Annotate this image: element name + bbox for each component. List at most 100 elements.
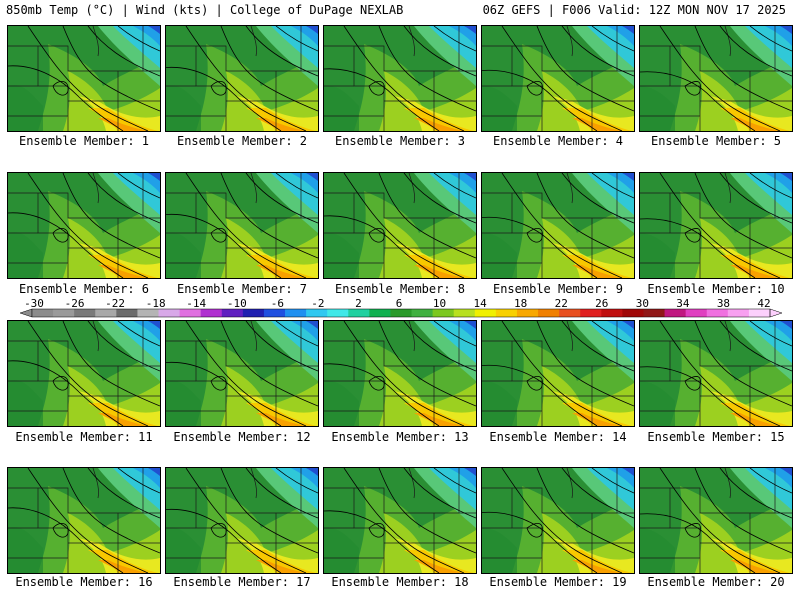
colorbar-tick-label: -26 bbox=[65, 297, 85, 310]
ensemble-member-map bbox=[165, 467, 319, 574]
colorbar-tick-label: -6 bbox=[271, 297, 284, 310]
ensemble-member-label: Ensemble Member: 15 bbox=[647, 430, 785, 444]
ensemble-member-label: Ensemble Member: 6 bbox=[18, 282, 150, 296]
colorbar-swatch bbox=[242, 309, 265, 317]
colorbar-swatch bbox=[643, 309, 666, 317]
ensemble-member-label: Ensemble Member: 2 bbox=[176, 134, 308, 148]
colorbar-swatch bbox=[685, 309, 708, 317]
colorbar-swatch bbox=[95, 309, 117, 317]
ensemble-member-map bbox=[7, 467, 161, 574]
colorbar-swatch bbox=[179, 309, 202, 317]
colorbar-swatch bbox=[158, 309, 181, 317]
ensemble-member-label: Ensemble Member: 17 bbox=[173, 575, 311, 589]
ensemble-member-label: Ensemble Member: 3 bbox=[334, 134, 466, 148]
colorbar-swatch bbox=[221, 309, 244, 317]
colorbar-swatch bbox=[74, 309, 96, 317]
ensemble-member-map bbox=[639, 25, 793, 132]
colorbar-tick-label: 6 bbox=[396, 297, 403, 310]
ensemble-member-label: Ensemble Member: 16 bbox=[15, 575, 153, 589]
ensemble-member-map bbox=[481, 172, 635, 279]
colorbar-swatch bbox=[285, 309, 307, 317]
ensemble-member-map bbox=[323, 25, 477, 132]
colorbar-swatch bbox=[432, 309, 455, 317]
ensemble-member-label: Ensemble Member: 14 bbox=[489, 430, 627, 444]
colorbar-high-arrow bbox=[769, 308, 783, 318]
colorbar-swatch bbox=[327, 309, 349, 317]
map-title: 850mb Temp (°C) | Wind (kts) | College o… bbox=[6, 3, 404, 17]
ensemble-member-map bbox=[7, 25, 161, 132]
ensemble-member-label: Ensemble Member: 18 bbox=[331, 575, 469, 589]
ensemble-member-label: Ensemble Member: 1 bbox=[18, 134, 150, 148]
ensemble-member-map bbox=[639, 320, 793, 427]
ensemble-member-map bbox=[481, 320, 635, 427]
colorbar-swatch bbox=[495, 309, 518, 317]
colorbar-swatch bbox=[263, 309, 286, 317]
colorbar-low-arrow bbox=[19, 308, 33, 318]
colorbar-swatch bbox=[538, 309, 560, 317]
ensemble-member-map bbox=[323, 172, 477, 279]
temperature-colorbar: -30 -26 -22 -18 -14 -10 -6 -2 2 6 10 14 18 22 26 30 34 38… bbox=[19, 297, 783, 318]
colorbar-swatch bbox=[53, 309, 75, 317]
colorbar-tick-label: 38 bbox=[717, 297, 730, 310]
ensemble-member-label: Ensemble Member: 13 bbox=[331, 430, 469, 444]
colorbar-swatch bbox=[748, 309, 771, 317]
ensemble-member-map bbox=[323, 320, 477, 427]
colorbar-tick-label: -30 bbox=[24, 297, 44, 310]
colorbar-swatch bbox=[622, 309, 644, 317]
ensemble-member-label: Ensemble Member: 5 bbox=[650, 134, 782, 148]
colorbar-swatch bbox=[137, 309, 160, 317]
colorbar-swatch bbox=[390, 309, 413, 317]
colorbar-swatch bbox=[369, 309, 391, 317]
colorbar-swatch bbox=[706, 309, 729, 317]
colorbar-tick-label: 26 bbox=[595, 297, 608, 310]
ensemble-member-map bbox=[639, 467, 793, 574]
colorbar-tick-label: 30 bbox=[636, 297, 649, 310]
colorbar-tick-label: -18 bbox=[146, 297, 166, 310]
colorbar-swatch bbox=[516, 309, 539, 317]
colorbar-tick-label: -14 bbox=[186, 297, 206, 310]
ensemble-member-label: Ensemble Member: 7 bbox=[176, 282, 308, 296]
colorbar-tick-label: 34 bbox=[676, 297, 690, 310]
ensemble-member-label: Ensemble Member: 11 bbox=[15, 430, 153, 444]
ensemble-member-label: Ensemble Member: 20 bbox=[647, 575, 785, 589]
ensemble-member-label: Ensemble Member: 8 bbox=[334, 282, 466, 296]
ensemble-member-map bbox=[323, 467, 477, 574]
colorbar-swatch bbox=[601, 309, 623, 317]
colorbar-tick-label: -2 bbox=[311, 297, 324, 310]
colorbar-swatch bbox=[348, 309, 370, 317]
ensemble-member-map bbox=[481, 467, 635, 574]
ensemble-member-label: Ensemble Member: 12 bbox=[173, 430, 311, 444]
colorbar-swatch bbox=[474, 309, 497, 317]
ensemble-member-map bbox=[165, 25, 319, 132]
colorbar-tick-label: 22 bbox=[555, 297, 568, 310]
colorbar-swatch bbox=[580, 309, 602, 317]
colorbar-swatch bbox=[559, 309, 581, 317]
colorbar-swatch bbox=[32, 309, 54, 317]
colorbar-tick-label: 42 bbox=[757, 297, 770, 310]
colorbar-swatch bbox=[116, 309, 138, 317]
colorbar-swatch bbox=[411, 309, 434, 317]
ensemble-member-map bbox=[7, 172, 161, 279]
colorbar-swatch bbox=[664, 309, 687, 317]
colorbar-tick-label: 2 bbox=[355, 297, 362, 310]
ensemble-member-label: Ensemble Member: 19 bbox=[489, 575, 627, 589]
ensemble-member-map bbox=[165, 172, 319, 279]
ensemble-member-map bbox=[481, 25, 635, 132]
ensemble-member-label: Ensemble Member: 4 bbox=[492, 134, 624, 148]
colorbar-tick-label: -22 bbox=[105, 297, 125, 310]
colorbar-tick-label: 10 bbox=[433, 297, 446, 310]
colorbar-swatch bbox=[727, 309, 750, 317]
ensemble-member-label: Ensemble Member: 9 bbox=[492, 282, 624, 296]
ensemble-member-map bbox=[639, 172, 793, 279]
colorbar-swatch bbox=[306, 309, 328, 317]
run-valid-time: 06Z GEFS | F006 Valid: 12Z MON NOV 17 20… bbox=[482, 3, 786, 17]
colorbar-tick-label: -10 bbox=[227, 297, 247, 310]
colorbar-tick-label: 14 bbox=[473, 297, 487, 310]
ensemble-member-map bbox=[165, 320, 319, 427]
ensemble-member-label: Ensemble Member: 10 bbox=[647, 282, 785, 296]
colorbar-tick-label: 18 bbox=[514, 297, 527, 310]
colorbar-swatch bbox=[200, 309, 223, 317]
ensemble-member-map bbox=[7, 320, 161, 427]
colorbar-frame bbox=[31, 308, 771, 318]
